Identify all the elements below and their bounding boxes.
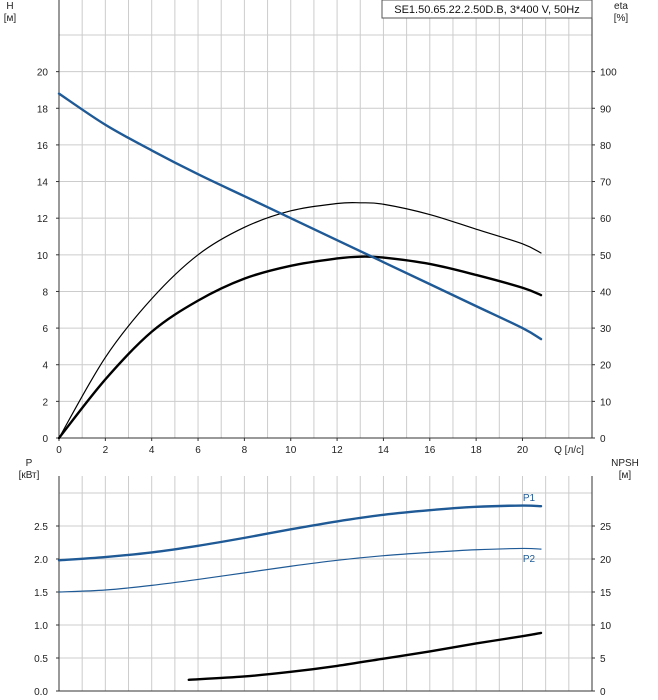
x-tick-label: 0 — [56, 445, 62, 456]
bottom-right-y-tick-label: 10 — [600, 621, 612, 632]
right-y-tick-label: 30 — [600, 324, 612, 335]
bottom-panel-ticks: 0.0 0.5 1.0 1.5 2.0 2.5 0 5 10 15 20 25 — [34, 522, 611, 698]
left-y-tick-label: 14 — [37, 178, 49, 189]
bottom-right-y-tick-label: 0 — [600, 687, 606, 698]
right-y-tick-label: 60 — [600, 214, 612, 225]
bottom-right-y-tick-label: 20 — [600, 555, 612, 566]
left-y-tick-label: 10 — [37, 251, 49, 262]
right-y-tick-label: 50 — [600, 251, 612, 262]
x-tick-label: 14 — [378, 445, 390, 456]
x-tick-label: 18 — [471, 445, 483, 456]
x-tick-label: 2 — [103, 445, 109, 456]
top-panel-ticks: 0 2 4 6 8 10 12 14 16 18 20 0 2 4 6 8 10 12 14 16 18 20 0 10 20 3… — [37, 68, 617, 456]
left-y-tick-label: 18 — [37, 104, 49, 115]
npsh-like-head-curve — [57, 255, 543, 440]
bottom-left-y-tick-label: 2.0 — [34, 555, 48, 566]
x-tick-label: 12 — [332, 445, 344, 456]
bottom-left-axis-label-line2: [кВт] — [19, 470, 40, 481]
top-panel-series — [57, 92, 543, 440]
x-tick-label: 4 — [149, 445, 155, 456]
power-p1-curve — [57, 504, 543, 562]
x-tick-label: 10 — [285, 445, 297, 456]
right-y-tick-label: 100 — [600, 68, 617, 79]
top-right-axis-label: eta [%] — [614, 1, 629, 24]
x-tick-label: 8 — [242, 445, 248, 456]
head-curve — [57, 92, 543, 341]
top-panel-frame — [58, 0, 593, 439]
left-y-tick-label: 6 — [42, 324, 48, 335]
bottom-left-y-tick-label: 0.0 — [34, 687, 48, 698]
bottom-left-y-tick-label: 1.5 — [34, 588, 48, 599]
bottom-left-axis-label-line1: P — [26, 458, 33, 469]
top-right-axis-label-line2: [%] — [614, 13, 629, 24]
left-y-tick-label: 0 — [42, 434, 48, 445]
x-axis-label: Q [л/с] — [554, 445, 584, 456]
left-y-tick-label: 16 — [37, 141, 49, 152]
top-left-axis-label-line1: H — [6, 1, 13, 12]
x-tick-label: 20 — [517, 445, 529, 456]
efficiency-curve — [58, 202, 542, 439]
right-y-tick-label: 90 — [600, 104, 612, 115]
left-y-tick-label: 2 — [42, 397, 48, 408]
left-y-tick-label: 12 — [37, 214, 49, 225]
right-y-tick-label: 70 — [600, 178, 612, 189]
top-left-axis-label: H [м] — [4, 1, 17, 24]
right-y-tick-label: 20 — [600, 361, 612, 372]
bottom-left-y-tick-label: 0.5 — [34, 654, 48, 665]
top-panel-grid — [58, 0, 593, 439]
left-y-tick-label: 20 — [37, 68, 49, 79]
x-tick-label: 16 — [424, 445, 436, 456]
right-y-tick-label: 80 — [600, 141, 612, 152]
left-y-tick-label: 8 — [42, 287, 48, 298]
chart-title: SE1.50.65.22.2.50D.B, 3*400 V, 50Hz — [394, 4, 580, 16]
bottom-left-y-tick-label: 2.5 — [34, 522, 48, 533]
top-left-axis-label-line2: [м] — [4, 13, 17, 24]
bottom-right-axis-label: NPSH [м] — [611, 458, 639, 481]
bottom-right-y-tick-label: 25 — [600, 522, 612, 533]
p1-curve-label: P1 — [523, 493, 536, 504]
bottom-right-axis-label-line2: [м] — [619, 470, 632, 481]
right-y-tick-label: 40 — [600, 287, 612, 298]
right-y-tick-label: 0 — [600, 434, 606, 445]
x-tick-label: 6 — [195, 445, 201, 456]
bottom-panel-grid — [58, 476, 593, 692]
p2-curve-label: P2 — [523, 554, 536, 565]
chart-title-box: SE1.50.65.22.2.50D.B, 3*400 V, 50Hz — [381, 0, 593, 19]
bottom-left-axis-label: P [кВт] — [19, 458, 40, 481]
bottom-right-axis-label-line1: NPSH — [611, 458, 639, 469]
npsh-curve — [187, 631, 543, 681]
bottom-panel-frame — [58, 476, 593, 692]
top-right-axis-label-line1: eta — [614, 1, 628, 12]
left-y-tick-label: 4 — [42, 361, 48, 372]
bottom-right-y-tick-label: 5 — [600, 654, 606, 665]
bottom-right-y-tick-label: 15 — [600, 588, 612, 599]
bottom-panel-series: P1 P2 — [57, 493, 543, 681]
right-y-tick-label: 10 — [600, 397, 612, 408]
chart-title-frame — [381, 0, 593, 19]
power-p2-curve — [58, 547, 542, 593]
bottom-left-y-tick-label: 1.0 — [34, 621, 48, 632]
